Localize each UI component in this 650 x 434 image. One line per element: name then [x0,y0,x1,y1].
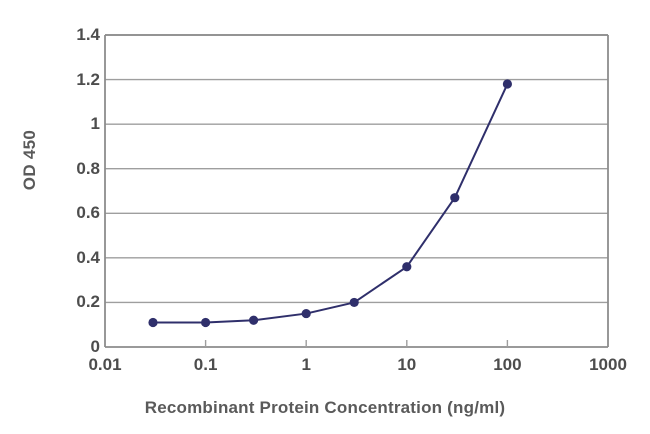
y-tick-label: 0.6 [76,203,100,223]
x-tick-label: 0.01 [88,355,122,374]
data-point-marker [201,317,211,328]
data-line [152,83,509,324]
data-point-marker [148,317,158,328]
y-tick-label: 0.2 [76,292,100,312]
y-tick-label: 1.2 [76,69,100,89]
x-axis-title: Recombinant Protein Concentration (ng/ml… [144,398,506,417]
x-tick-label: 1000 [589,355,627,374]
data-point-marker [301,308,311,319]
data-point-marker [502,79,512,89]
data-point-marker [402,262,412,272]
x-tick-label: 10 [397,355,417,374]
data-point-marker [349,297,359,308]
y-tick-label: 0 [90,337,100,356]
x-tick-label: 100 [493,355,522,374]
y-tick-label: 0.8 [76,158,100,178]
gridlines-layer [105,34,608,304]
plot-frame [104,34,609,348]
x-tick-label: 1 [301,355,311,374]
y-tick-label: 1 [90,114,100,134]
data-point-marker [450,193,460,203]
x-tick-marks-layer [204,340,509,347]
data-markers-layer [148,79,512,328]
y-tick-label: 0.4 [76,247,100,267]
data-point-marker [249,315,259,325]
y-tick-label-group: 0 0.2 0.4 0.6 0.8 1 1.2 1.4 [44,0,100,434]
y-tick-label: 1.4 [76,25,100,44]
data-line-layer [152,83,509,324]
x-tick-label: 0.1 [193,355,218,374]
